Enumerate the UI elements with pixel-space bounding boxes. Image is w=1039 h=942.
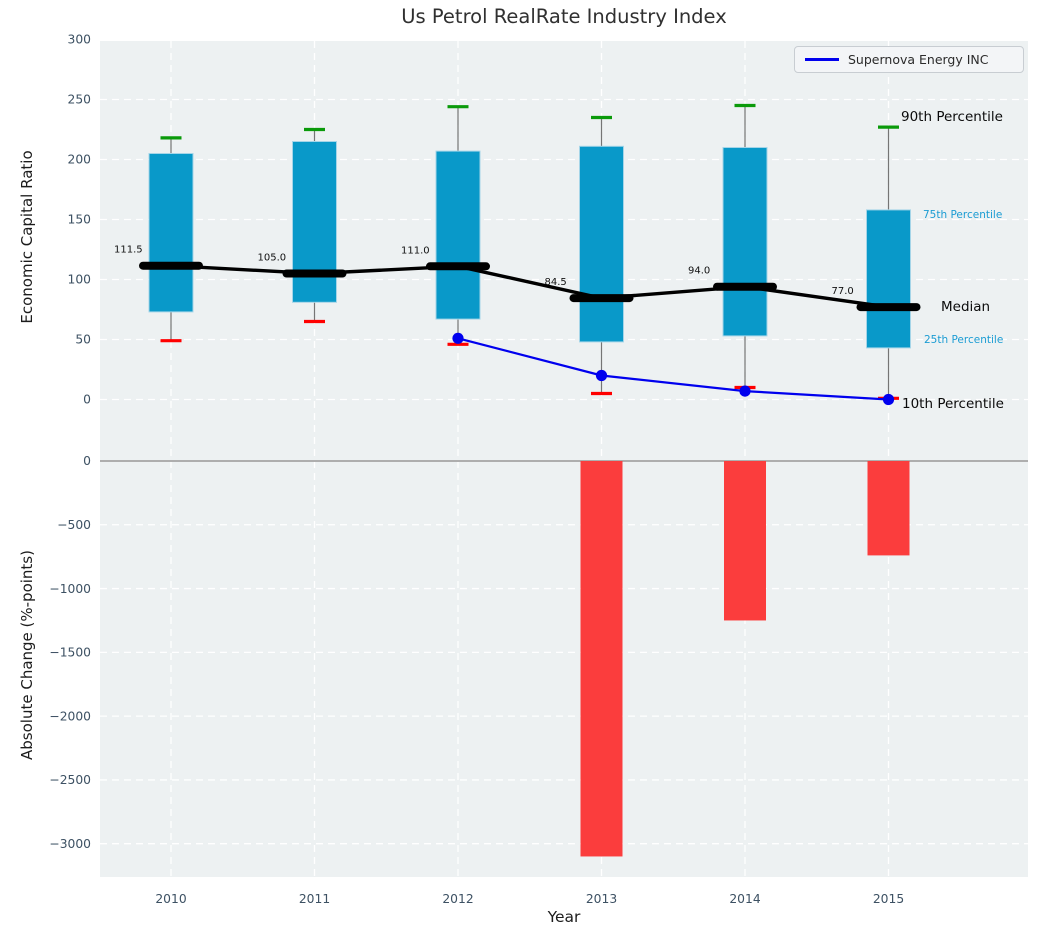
percentile-bar: [722, 147, 768, 337]
supernova-point: [739, 385, 751, 397]
top-y-tick-label: 50: [75, 333, 91, 347]
bottom-y-axis-label: Absolute Change (%-points): [18, 550, 36, 760]
median-value-label: 84.5: [545, 277, 567, 288]
x-tick-label: 2015: [873, 892, 904, 906]
top-y-tick-label: 250: [68, 93, 91, 107]
top-y-tick-label: 200: [68, 153, 91, 167]
supernova-point: [882, 393, 895, 406]
percentile-bar: [579, 145, 624, 343]
top-y-tick-label: 100: [68, 273, 91, 287]
bottom-y-tick-label: −1000: [49, 582, 91, 596]
x-axis-label: Year: [547, 908, 581, 926]
top-y-tick-label: 300: [68, 33, 91, 47]
bottom-y-tick-label: −500: [57, 518, 91, 532]
legend: Supernova Energy INC: [794, 46, 1024, 73]
annotation-75th-percentile: 75th Percentile: [923, 209, 1003, 221]
percentile-bar: [866, 209, 911, 349]
supernova-point: [595, 369, 608, 382]
x-tick-label: 2011: [299, 892, 330, 906]
top-y-tick-label: 150: [68, 213, 91, 227]
x-tick-label: 2012: [442, 892, 473, 906]
top-y-axis-label: Economic Capital Ratio: [18, 150, 36, 324]
top-y-tick-label: 0: [83, 393, 91, 407]
change-bar: [724, 461, 766, 621]
annotation-median: Median: [941, 299, 991, 315]
annotation-10th-percentile: 10th Percentile: [902, 396, 1004, 412]
change-bar: [580, 461, 623, 857]
legend-label: Supernova Energy INC: [848, 52, 989, 67]
median-value-label: 105.0: [258, 253, 287, 264]
supernova-line: [457, 337, 889, 401]
percentile-bar: [292, 141, 337, 303]
chart-title: Us Petrol RealRate Industry Index: [401, 5, 727, 28]
bottom-y-tick-label: −2000: [49, 709, 91, 723]
legend-line-swatch: [805, 58, 839, 61]
bottom-y-tick-label: −3000: [49, 837, 91, 851]
supernova-point: [452, 332, 464, 344]
percentile-bar: [435, 150, 481, 320]
change-bar: [867, 461, 910, 556]
median-value-label: 111.5: [114, 245, 143, 256]
x-tick-label: 2013: [586, 892, 617, 906]
annotation-90th-percentile: 90th Percentile: [901, 109, 1003, 125]
bottom-y-tick-label: 0: [83, 454, 91, 468]
median-value-label: 77.0: [832, 286, 854, 297]
median-value-label: 111.0: [401, 245, 430, 256]
x-tick-label: 2014: [729, 892, 760, 906]
bottom-y-tick-label: −1500: [49, 646, 91, 660]
median-value-label: 94.0: [688, 266, 710, 277]
plot-background: [100, 41, 1028, 877]
annotation-25th-percentile: 25th Percentile: [924, 334, 1004, 346]
percentile-bar: [148, 153, 194, 313]
x-tick-label: 2010: [155, 892, 186, 906]
bottom-y-tick-label: −2500: [49, 773, 91, 787]
